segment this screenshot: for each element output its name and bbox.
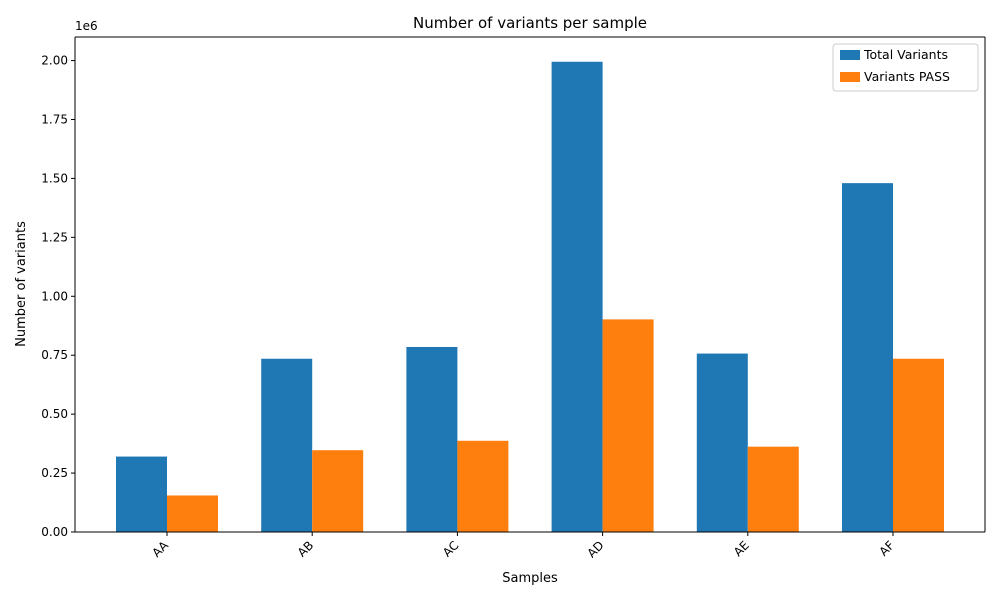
legend-frame bbox=[832, 43, 979, 92]
x-tick-label-af: AF bbox=[877, 538, 898, 559]
bar-total-ad bbox=[551, 61, 603, 532]
bar-total-aa bbox=[116, 456, 167, 532]
x-tick-label-aa: AA bbox=[149, 538, 171, 560]
bar-total-ac bbox=[406, 346, 458, 532]
x-tick-label-ae: AE bbox=[731, 538, 752, 559]
y-tick-label: 1.50 bbox=[41, 171, 68, 185]
y-tick-label: 1.75 bbox=[41, 113, 68, 127]
y-tick-label: 0.00 bbox=[41, 525, 68, 539]
y-tick-label: 2.00 bbox=[41, 54, 68, 68]
bar-total-ae bbox=[696, 353, 748, 532]
y-tick-label: 0.50 bbox=[41, 407, 68, 421]
y-tick-label: 0.75 bbox=[41, 348, 68, 362]
y-tick-label: 0.25 bbox=[41, 466, 68, 480]
chart-title: Number of variants per sample bbox=[413, 14, 647, 32]
bar-pass-aa bbox=[167, 495, 218, 532]
legend-swatch-pass bbox=[840, 72, 860, 82]
legend-label-pass: Variants PASS bbox=[864, 69, 950, 84]
bar-total-ab bbox=[261, 358, 313, 532]
x-tick-label-ab: AB bbox=[295, 538, 317, 560]
y-tick-label: 1.00 bbox=[41, 289, 68, 303]
y-tick-label: 1.25 bbox=[41, 230, 68, 244]
bar-pass-af bbox=[893, 358, 944, 532]
bar-pass-ad bbox=[602, 319, 654, 532]
bar-pass-ac bbox=[457, 440, 509, 532]
legend: Total Variants Variants PASS bbox=[832, 43, 979, 92]
y-offset-text: 1e6 bbox=[75, 19, 98, 33]
y-axis-label: Number of variants bbox=[14, 221, 29, 347]
bar-pass-ae bbox=[747, 446, 799, 532]
x-tick-label-ad: AD bbox=[584, 538, 606, 560]
bar-total-af bbox=[842, 183, 893, 532]
x-tick-label-ac: AC bbox=[440, 538, 461, 559]
legend-swatch-total bbox=[840, 50, 860, 60]
legend-label-total: Total Variants bbox=[863, 47, 948, 62]
bar-pass-ab bbox=[312, 450, 364, 532]
x-axis-label: Samples bbox=[502, 571, 558, 586]
